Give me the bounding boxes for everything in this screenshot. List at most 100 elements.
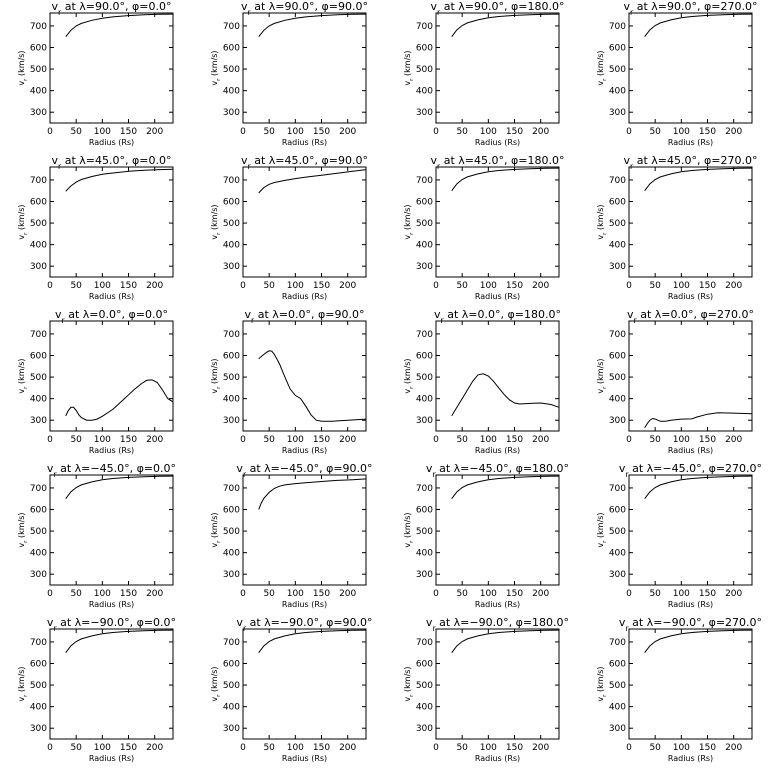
x-tick-label: 200 <box>339 127 356 137</box>
x-axis-label: Radius (Rs) <box>89 292 134 301</box>
y-axis-label: vr (km/s) <box>17 512 29 547</box>
y-tick-label: 400 <box>416 549 433 559</box>
y-tick-label: 400 <box>223 87 240 97</box>
x-tick-label: 150 <box>699 127 716 137</box>
series-line <box>65 629 174 654</box>
x-tick-label: 0 <box>240 281 246 291</box>
y-tick-label: 500 <box>416 373 433 383</box>
y-axis-label: vr (km/s) <box>210 512 222 547</box>
y-tick-label: 300 <box>30 570 47 580</box>
x-tick-label: 0 <box>47 743 53 753</box>
x-tick-label: 150 <box>506 589 523 599</box>
x-tick-label: 150 <box>699 281 716 291</box>
x-tick-label: 100 <box>673 435 690 445</box>
y-axis-label: vr (km/s) <box>17 204 29 239</box>
x-axis-label: Radius (Rs) <box>475 600 520 609</box>
y-axis-label: vr (km/s) <box>17 358 29 393</box>
y-tick-label: 300 <box>223 262 240 272</box>
x-tick-label: 50 <box>70 127 82 137</box>
y-tick-label: 700 <box>223 330 240 340</box>
y-tick-label: 600 <box>609 506 626 516</box>
panel-3-2: vr at λ=0.0°, φ=90.0° 0 50 100 150 200 300 400 5… <box>210 308 367 455</box>
plot-frame <box>628 628 753 740</box>
x-tick-label: 0 <box>240 743 246 753</box>
x-tick-label: 50 <box>70 743 82 753</box>
y-tick-label: 600 <box>416 352 433 362</box>
x-tick-label: 50 <box>263 435 275 445</box>
x-axis-label: Radius (Rs) <box>475 446 520 455</box>
x-tick-label: 100 <box>94 743 111 753</box>
x-tick-label: 100 <box>673 743 690 753</box>
y-tick-label: 600 <box>609 660 626 670</box>
panel-title: vr at λ=−45.0°, φ=270.0° <box>619 462 762 479</box>
x-tick-label: 100 <box>287 743 304 753</box>
y-tick-label: 600 <box>30 660 47 670</box>
x-tick-label: 200 <box>532 281 549 291</box>
y-axis-label: vr (km/s) <box>596 358 608 393</box>
y-tick-label: 700 <box>609 22 626 32</box>
x-axis-label: Radius (Rs) <box>89 446 134 455</box>
x-tick-label: 50 <box>456 127 468 137</box>
x-axis-label: Radius (Rs) <box>475 138 520 147</box>
x-tick-label: 150 <box>699 589 716 599</box>
plot-frame <box>49 628 174 740</box>
x-tick-label: 50 <box>649 589 661 599</box>
panel-4-4: vr at λ=−45.0°, φ=270.0° 0 50 100 150 200 300 4… <box>596 462 762 609</box>
x-tick-label: 50 <box>649 281 661 291</box>
x-tick-label: 200 <box>725 127 742 137</box>
y-tick-label: 300 <box>609 724 626 734</box>
x-tick-label: 150 <box>506 743 523 753</box>
panel-title: vr at λ=0.0°, φ=0.0° <box>55 308 168 325</box>
y-axis-label: vr (km/s) <box>17 666 29 701</box>
panel-title: vr at λ=−45.0°, φ=0.0° <box>47 462 176 479</box>
plot-frame <box>628 166 753 278</box>
x-tick-label: 0 <box>626 435 632 445</box>
panel-5-3: vr at λ=−90.0°, φ=180.0° 0 50 100 150 200 300 4… <box>403 616 569 763</box>
series-line <box>65 379 174 421</box>
x-axis-label: Radius (Rs) <box>668 600 713 609</box>
y-axis-label: vr (km/s) <box>210 666 222 701</box>
y-tick-label: 300 <box>223 570 240 580</box>
x-axis-label: Radius (Rs) <box>668 446 713 455</box>
y-tick-label: 300 <box>30 724 47 734</box>
x-tick-label: 0 <box>626 743 632 753</box>
x-tick-label: 150 <box>506 281 523 291</box>
y-tick-label: 300 <box>416 724 433 734</box>
x-tick-label: 200 <box>532 435 549 445</box>
x-tick-label: 200 <box>146 743 163 753</box>
x-tick-label: 100 <box>673 127 690 137</box>
panel-1-4: vr at λ=90.0°, φ=270.0° 0 50 100 150 200 300 40… <box>596 0 757 147</box>
plot-frame <box>435 12 560 124</box>
x-tick-label: 100 <box>480 127 497 137</box>
x-tick-label: 150 <box>699 743 716 753</box>
panel-5-2: vr at λ=−90.0°, φ=90.0° 0 50 100 150 200 300 40… <box>210 616 373 763</box>
x-tick-label: 0 <box>433 281 439 291</box>
x-tick-label: 50 <box>263 743 275 753</box>
y-tick-label: 400 <box>416 87 433 97</box>
x-tick-label: 50 <box>263 127 275 137</box>
x-tick-label: 150 <box>506 435 523 445</box>
series-line <box>644 13 753 38</box>
y-tick-label: 300 <box>609 262 626 272</box>
x-tick-label: 0 <box>47 435 53 445</box>
y-axis-label: vr (km/s) <box>210 358 222 393</box>
panel-2-2: vr at λ=45.0°, φ=90.0° 0 50 100 150 200 300 400… <box>210 154 368 301</box>
y-tick-label: 500 <box>609 373 626 383</box>
y-tick-label: 400 <box>223 395 240 405</box>
y-tick-label: 700 <box>416 330 433 340</box>
panel-title: vr at λ=45.0°, φ=0.0° <box>52 154 172 171</box>
y-axis-label: vr (km/s) <box>403 512 415 547</box>
panel-title: vr at λ=90.0°, φ=0.0° <box>52 0 172 17</box>
series-line <box>451 475 560 500</box>
series-line <box>65 168 174 192</box>
y-tick-label: 400 <box>609 241 626 251</box>
y-tick-label: 300 <box>416 108 433 118</box>
x-tick-label: 100 <box>673 281 690 291</box>
y-axis-label: vr (km/s) <box>403 204 415 239</box>
x-tick-label: 200 <box>532 743 549 753</box>
panel-2-4: vr at λ=45.0°, φ=270.0° 0 50 100 150 200 300 40… <box>596 154 757 301</box>
y-axis-label: vr (km/s) <box>210 50 222 85</box>
x-tick-label: 100 <box>287 127 304 137</box>
series-line <box>258 169 367 194</box>
x-tick-label: 50 <box>456 743 468 753</box>
